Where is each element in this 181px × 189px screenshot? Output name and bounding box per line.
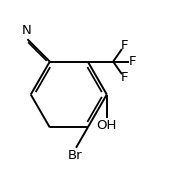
- Text: Br: Br: [68, 149, 82, 162]
- Text: F: F: [121, 39, 128, 52]
- Text: OH: OH: [97, 119, 117, 132]
- Text: F: F: [129, 55, 136, 68]
- Text: N: N: [22, 24, 32, 37]
- Text: F: F: [121, 71, 128, 84]
